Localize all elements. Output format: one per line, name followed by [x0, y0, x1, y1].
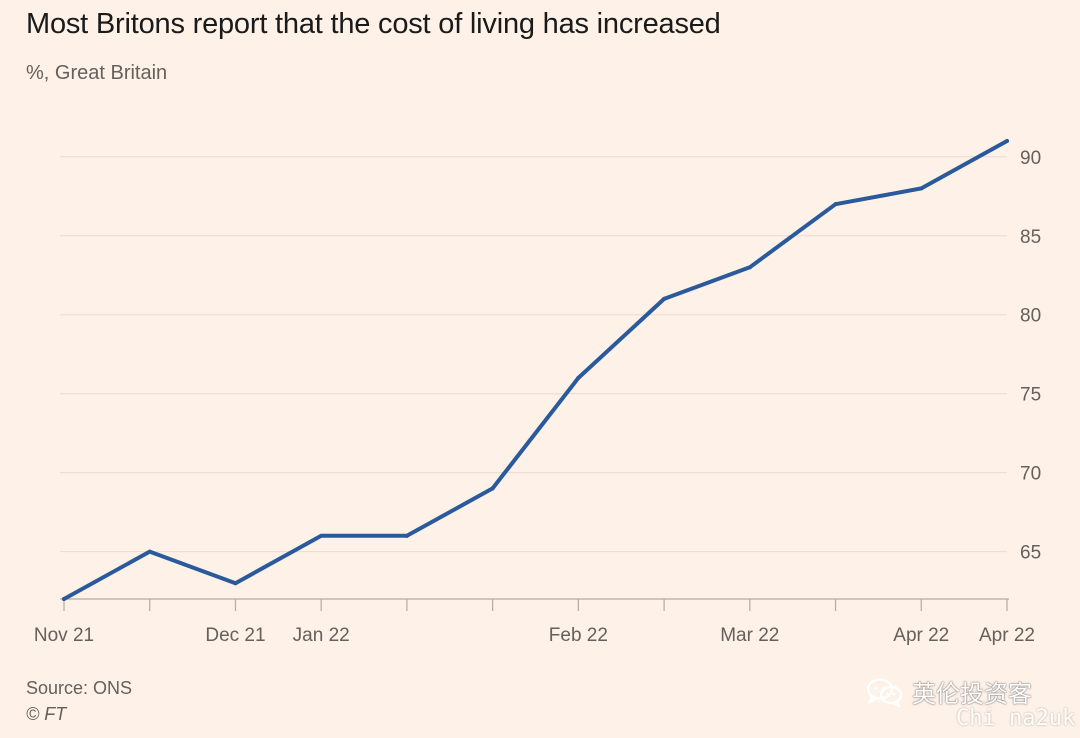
data-point [233, 581, 238, 586]
copyright-note: © FT [26, 704, 67, 724]
data-point [919, 186, 924, 191]
data-point [1005, 139, 1009, 143]
chart-title: Most Britons report that the cost of liv… [26, 8, 721, 40]
data-point [662, 296, 667, 301]
x-axis [60, 598, 1009, 611]
series-layer [62, 139, 1009, 601]
x-tick-label: Apr 22 [893, 625, 949, 646]
chart-subtitle: %, Great Britain [26, 62, 168, 84]
data-point [404, 533, 409, 538]
source-note: Source: ONS [26, 678, 133, 698]
x-tick-label: Feb 22 [549, 625, 608, 646]
data-point [833, 202, 838, 207]
y-axis: 65 70 75 80 85 90 [1020, 148, 1041, 564]
data-point [319, 533, 324, 538]
y-tick-label: 85 [1020, 227, 1041, 248]
watermark-text: 英伦投资客 [912, 681, 1032, 708]
data-point [62, 597, 66, 601]
watermark-subtext: Chi na2uk [956, 706, 1076, 731]
data-point [747, 265, 752, 270]
watermark: 英伦投资客 [866, 674, 1032, 709]
x-tick-label: Dec 21 [205, 625, 265, 646]
wechat-icon [866, 677, 903, 707]
x-tick-label: Jan 22 [293, 625, 350, 646]
x-axis-labels: Nov 21 Dec 21 Jan 22 Feb 22 Mar 22 Apr 22 Apr … [34, 625, 1035, 646]
data-point [490, 486, 495, 491]
gridlines [60, 156, 1007, 553]
data-point [147, 549, 152, 554]
data-point [576, 375, 581, 380]
x-tick-label: Apr 22 [979, 625, 1035, 646]
series-line [62, 139, 1009, 601]
y-tick-label: 75 [1020, 385, 1041, 406]
y-tick-label: 90 [1020, 148, 1041, 169]
x-tick-label: Mar 22 [720, 625, 779, 646]
x-tick-label: Nov 21 [34, 625, 94, 646]
y-tick-label: 70 [1020, 464, 1041, 485]
y-tick-label: 80 [1020, 306, 1041, 327]
y-tick-label: 65 [1020, 543, 1041, 564]
